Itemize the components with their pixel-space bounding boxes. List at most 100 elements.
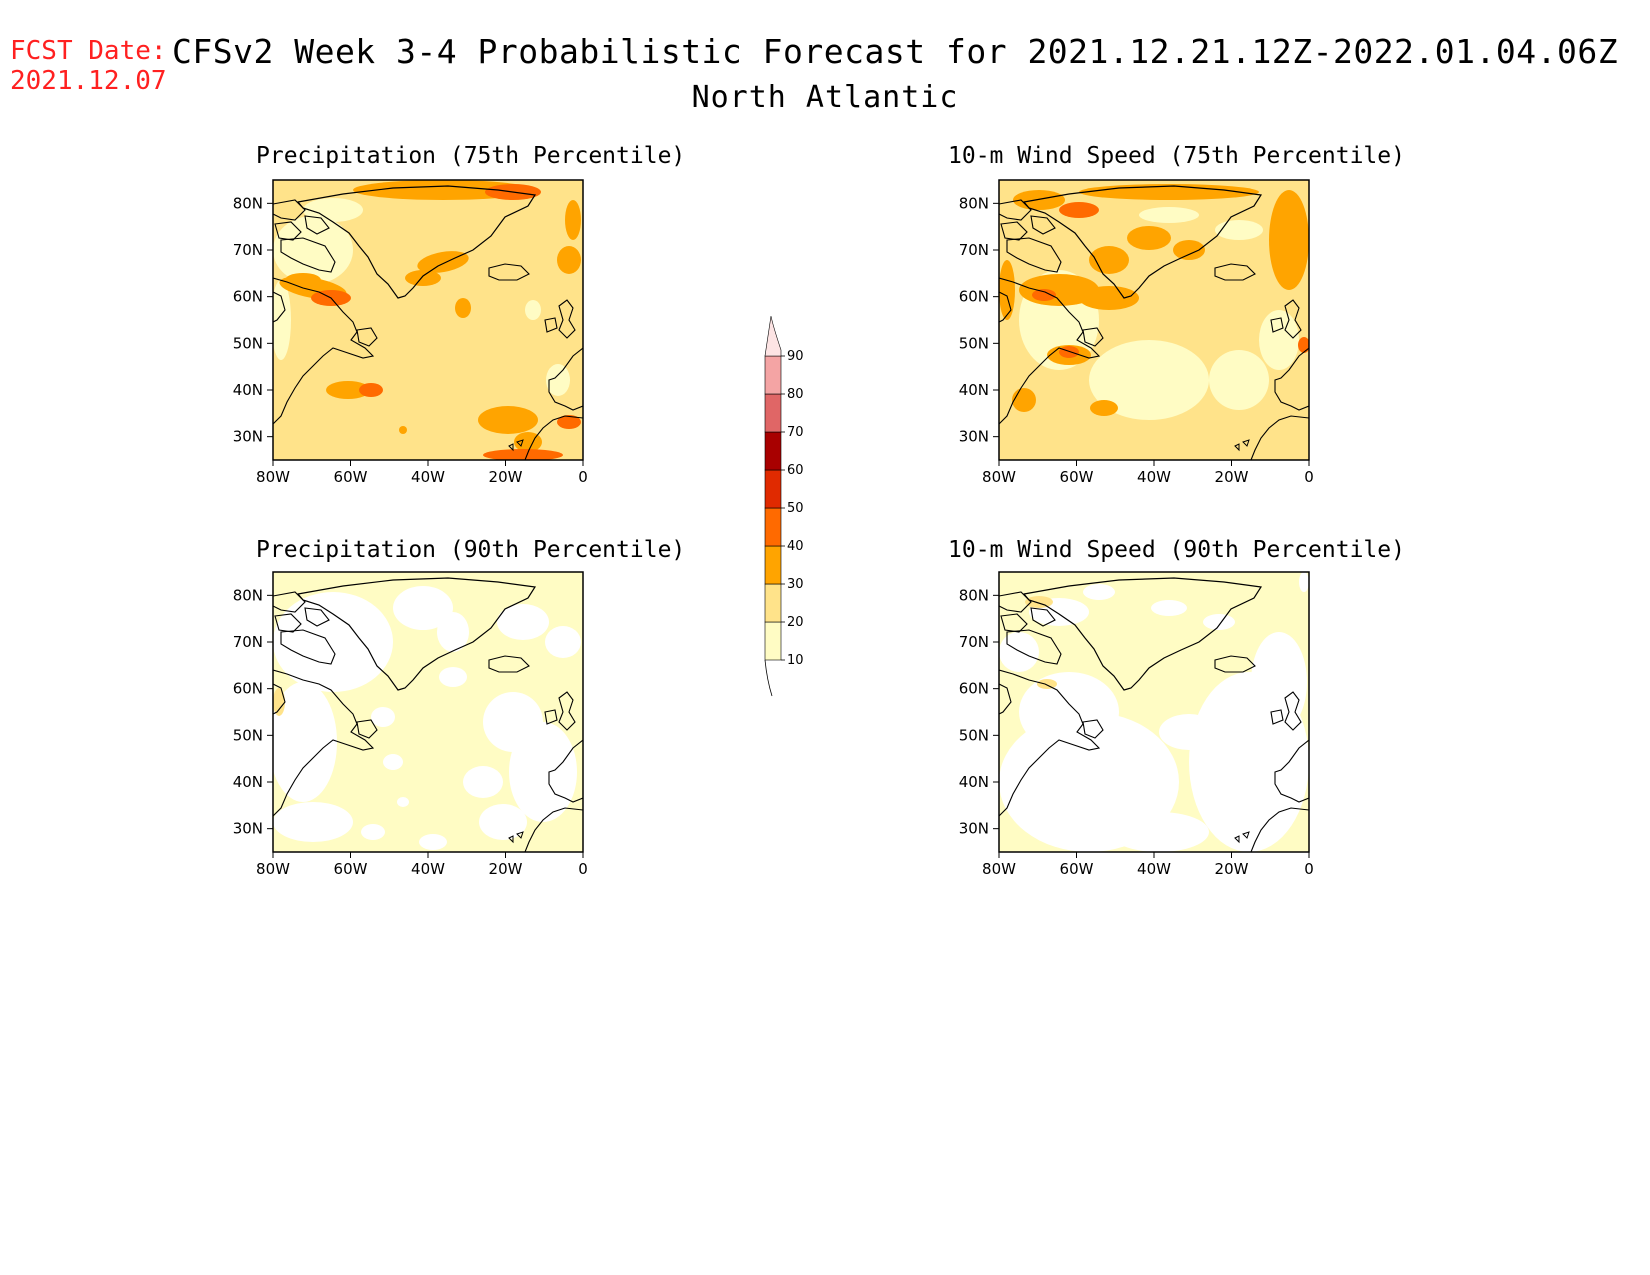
probability-shading [497, 604, 549, 640]
page-subtitle: North Atlantic [691, 80, 959, 115]
probability-shading [1079, 286, 1139, 310]
probability-shading [1037, 679, 1057, 689]
probability-shading [1209, 350, 1269, 410]
lat-tick-label: 70N [233, 633, 263, 651]
panel-title-precip-90: Precipitation (90th Percentile) [256, 537, 686, 563]
probability-shading [273, 216, 353, 284]
probability-shading [1089, 340, 1209, 420]
panel-title-wind-75: 10-m Wind Speed (75th Percentile) [948, 143, 1405, 169]
probability-shading [478, 406, 538, 434]
lon-tick-label: 20W [489, 860, 523, 878]
probability-shading [455, 298, 471, 318]
probability-shading [383, 754, 403, 770]
probability-shading [1298, 337, 1309, 353]
lon-tick-label: 80W [982, 860, 1016, 878]
probability-shading [1090, 400, 1118, 416]
probability-shading [546, 364, 570, 396]
colorbar-bottom-cap [764, 659, 773, 697]
probability-shading [1151, 600, 1187, 616]
colorbar-level-label: 50 [787, 501, 804, 516]
probability-shading [273, 802, 353, 842]
lon-tick-label: 40W [411, 468, 445, 486]
lat-tick-label: 40N [233, 773, 263, 791]
lat-tick-label: 50N [233, 334, 263, 352]
colorbar-level-label: 10 [787, 653, 804, 668]
colorbar-swatch [764, 545, 782, 585]
lon-tick-label: 60W [334, 860, 368, 878]
fcst-date-value: 2021.12.07 [10, 66, 167, 96]
probability-shading [557, 246, 581, 274]
lat-tick-label: 30N [959, 428, 989, 446]
lat-tick-label: 40N [959, 773, 989, 791]
lon-tick-label: 40W [1137, 468, 1171, 486]
probability-shading [399, 426, 407, 434]
lat-tick-label: 70N [959, 633, 989, 651]
colorbar-level-label: 40 [787, 539, 804, 554]
colorbar-swatch [764, 469, 782, 509]
probability-shading [999, 632, 1039, 672]
probability-shading [437, 612, 469, 652]
lat-tick-label: 50N [959, 726, 989, 744]
lon-tick-label: 60W [1060, 860, 1094, 878]
probability-shading [1127, 226, 1171, 250]
lon-tick-label: 20W [489, 468, 523, 486]
probability-shading [273, 280, 291, 360]
lon-tick-label: 80W [256, 860, 290, 878]
lat-tick-label: 80N [233, 586, 263, 604]
lon-tick-label: 20W [1215, 860, 1249, 878]
probability-shading [1012, 388, 1036, 412]
lat-tick-label: 60N [959, 680, 989, 698]
colorbar-swatch [764, 393, 782, 433]
colorbar-top-cap [764, 315, 782, 357]
colorbar-swatch [764, 621, 782, 661]
map-panel-p75: 80N 70N 60N 50N 40N 30N 80W 60W 40W 20W 0 [233, 179, 588, 486]
probability-shading [565, 200, 581, 240]
colorbar-swatch [764, 507, 782, 547]
probability-shading [463, 766, 503, 798]
lon-tick-label: 0 [1304, 468, 1314, 486]
lon-tick-label: 60W [334, 468, 368, 486]
probability-shading [419, 834, 447, 850]
probability-shading [393, 586, 453, 630]
lat-tick-label: 70N [233, 241, 263, 259]
probability-shading [1251, 632, 1307, 732]
lon-tick-label: 80W [982, 468, 1016, 486]
probability-shading [1109, 812, 1209, 852]
probability-shading [1215, 220, 1263, 240]
page-title: CFSv2 Week 3-4 Probabilistic Forecast fo… [172, 32, 1619, 71]
lat-tick-label: 50N [233, 726, 263, 744]
lon-tick-label: 40W [411, 860, 445, 878]
probability-shading [557, 415, 581, 429]
probability-shading [273, 688, 285, 716]
probability-shading [1019, 672, 1119, 752]
colorbar-swatch [764, 355, 782, 395]
colorbar-level-label: 80 [787, 387, 804, 402]
probability-shading [371, 707, 395, 727]
lon-tick-label: 0 [578, 860, 588, 878]
probability-shading [483, 449, 563, 460]
colorbar-level-label: 90 [787, 349, 804, 364]
probability-shading [285, 273, 321, 287]
probability-shading [439, 667, 467, 687]
colorbar-swatch [764, 431, 782, 471]
lat-tick-label: 60N [233, 288, 263, 306]
probability-shading [479, 804, 527, 840]
lon-tick-label: 20W [1215, 468, 1249, 486]
probability-shading [525, 300, 541, 320]
lon-tick-label: 80W [256, 468, 290, 486]
lat-tick-label: 40N [233, 381, 263, 399]
lon-tick-label: 60W [1060, 468, 1094, 486]
panel-title-wind-90: 10-m Wind Speed (90th Percentile) [948, 537, 1405, 563]
lat-tick-label: 60N [233, 680, 263, 698]
lat-tick-label: 70N [959, 241, 989, 259]
probability-shading [1059, 346, 1079, 358]
probability-shading [303, 198, 363, 222]
fcst-date-label: FCST Date: [10, 36, 167, 66]
lat-tick-label: 80N [233, 194, 263, 212]
probability-shading [509, 722, 577, 822]
lat-tick-label: 30N [959, 820, 989, 838]
map-panel-w75: 80N 70N 60N 50N 40N 30N 80W 60W 40W 20W 0 [959, 179, 1314, 486]
lat-tick-label: 80N [959, 194, 989, 212]
probability-shading [1083, 584, 1115, 600]
probability-shading [397, 797, 409, 807]
